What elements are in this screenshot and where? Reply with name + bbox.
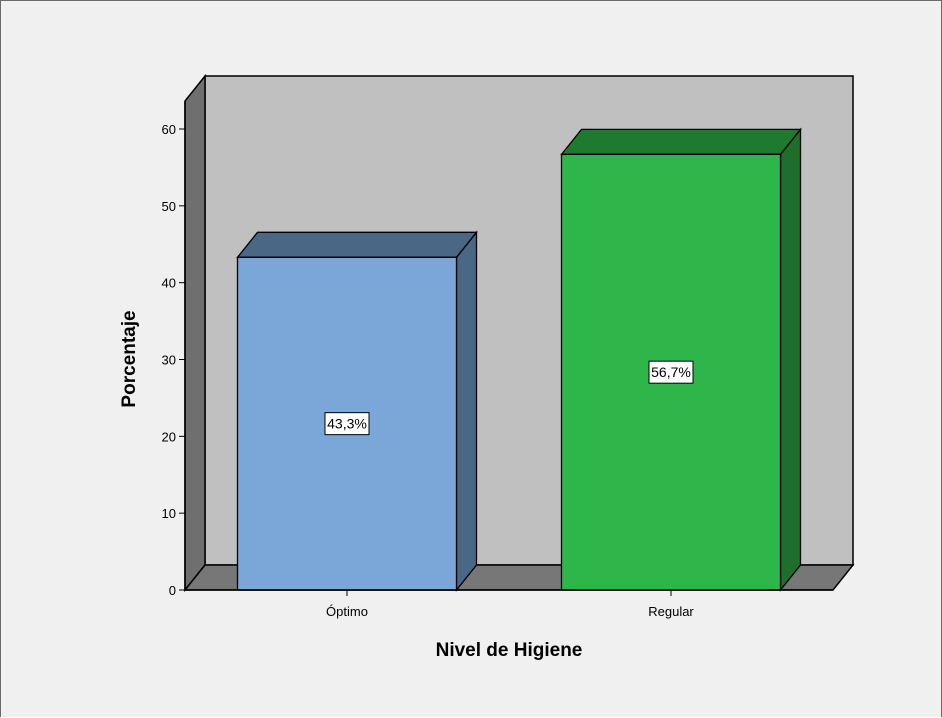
x-axis-title: Nivel de Higiene	[436, 640, 583, 661]
bar-side	[455, 230, 478, 592]
y-axis: 0 10 20 30 40 50 60	[162, 101, 186, 598]
y-tick-label: 30	[162, 353, 176, 368]
left-wall	[184, 73, 206, 593]
y-tick-label: 50	[162, 199, 176, 214]
y-tick-label: 40	[162, 276, 176, 291]
data-label: 43,3%	[327, 416, 367, 432]
bar-top	[560, 128, 802, 156]
x-axis: Óptimo Regular	[185, 589, 833, 619]
y-axis-title: Porcentaje	[119, 310, 140, 407]
data-label-box	[648, 360, 694, 384]
y-tick-label: 20	[162, 429, 176, 444]
bar-side	[779, 127, 802, 592]
bar-2: 56,7%	[560, 127, 802, 592]
y-tick-label: 0	[169, 583, 176, 598]
x-tick-label: Regular	[648, 604, 694, 619]
bars: 43,3% 56,7%	[236, 127, 802, 592]
data-label: 56,7%	[651, 364, 691, 380]
x-tick-label: Óptimo	[326, 604, 368, 619]
y-tick-label: 10	[162, 506, 176, 521]
y-tick-label: 60	[162, 122, 176, 137]
bar-top	[236, 231, 478, 258]
data-label-box	[324, 412, 370, 436]
bar-1: 43,3%	[236, 230, 478, 592]
